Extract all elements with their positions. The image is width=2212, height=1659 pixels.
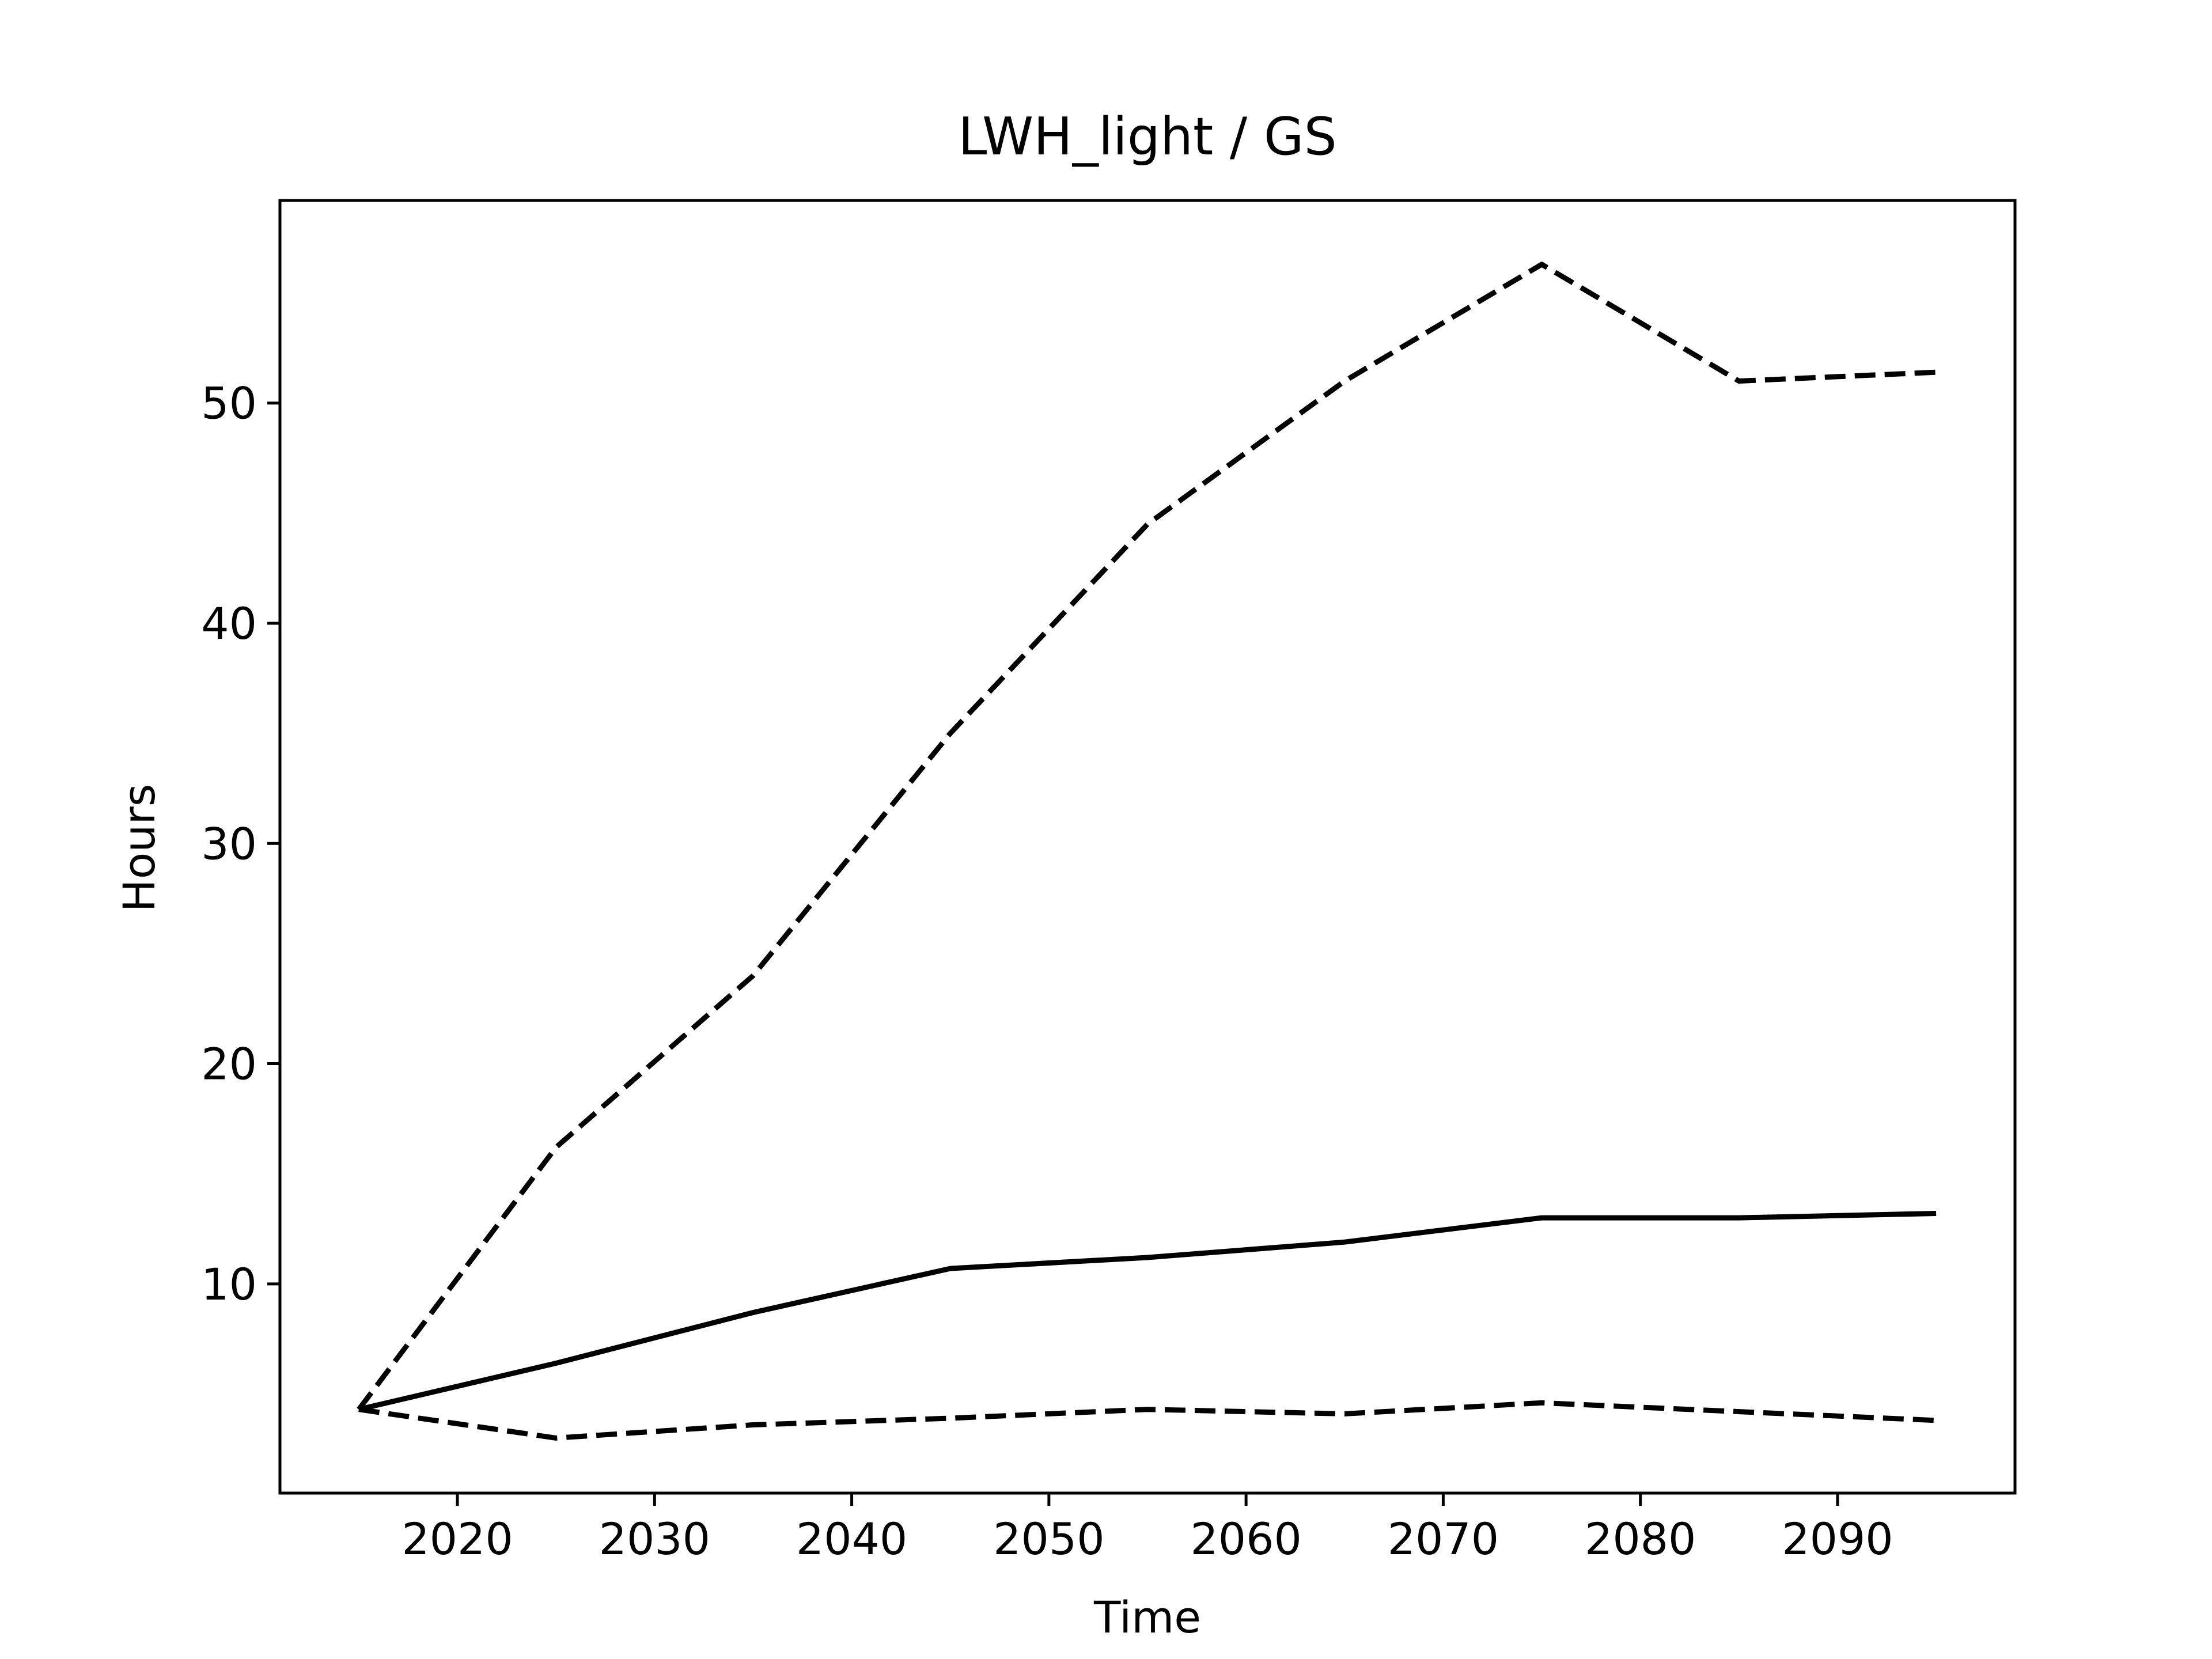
series-line-2 <box>357 262 1937 1411</box>
y-tick-label: 50 <box>201 378 257 429</box>
x-tick-label: 2080 <box>1585 1513 1696 1565</box>
plot-frame <box>278 199 2017 1495</box>
y-tick-label: 20 <box>201 1039 257 1090</box>
y-tick-label: 10 <box>201 1259 257 1310</box>
series-layer <box>357 262 1937 1441</box>
x-axis-label: Time <box>1093 1592 1201 1643</box>
y-axis-label: Hours <box>113 784 165 912</box>
series-line-1 <box>358 1211 1937 1412</box>
x-tick-label: 2090 <box>1782 1513 1893 1565</box>
chart-title: LWH_light / GS <box>958 107 1336 167</box>
x-axis: 2020 2030 2040 2050 2060 2070 2080 2090 <box>402 1493 1893 1565</box>
y-axis: 10 20 30 40 50 <box>201 378 280 1310</box>
x-tick-label: 2050 <box>993 1513 1104 1565</box>
x-tick-label: 2030 <box>599 1513 710 1565</box>
y-tick-label: 30 <box>201 818 257 869</box>
series-line-3 <box>358 1400 1937 1441</box>
x-tick-label: 2070 <box>1388 1513 1499 1565</box>
x-tick-label: 2060 <box>1190 1513 1301 1565</box>
x-tick-label: 2040 <box>796 1513 907 1565</box>
y-tick-label: 40 <box>201 598 257 649</box>
x-tick-label: 2020 <box>402 1513 513 1565</box>
